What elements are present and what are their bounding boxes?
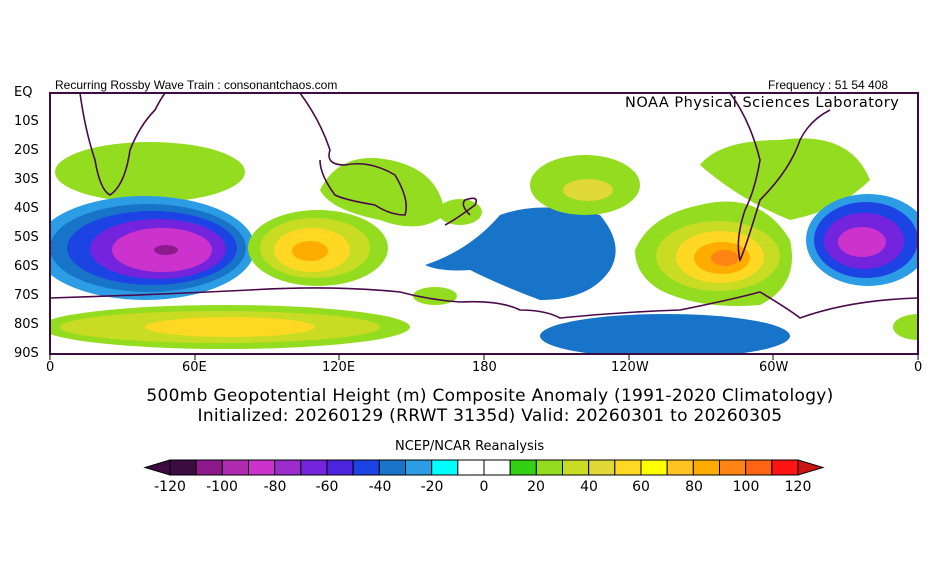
colorbar-tick-label: -80 (263, 479, 287, 495)
anomaly-region (540, 314, 790, 354)
lon-label: 0 (914, 360, 923, 375)
lat-label: 10S (14, 114, 39, 129)
lat-label: 40S (14, 201, 39, 216)
lat-label: 60S (14, 259, 39, 274)
lat-label: 90S (14, 346, 39, 361)
title-line-2: Initialized: 20260129 (RRWT 3135d) Valid… (197, 406, 783, 426)
colorbar-tick-label: 100 (732, 479, 760, 495)
colorbar-title: NCEP/NCAR Reanalysis (395, 439, 545, 454)
lat-label: 20S (14, 143, 39, 158)
colorbar-tick-label: 120 (784, 479, 812, 495)
colorbar-tick-label: -60 (315, 479, 339, 495)
lat-label: EQ (14, 85, 33, 100)
header-left: Recurring Rossby Wave Train : consonantc… (55, 78, 338, 92)
lat-label: 30S (14, 172, 39, 187)
lon-label: 120E (322, 360, 356, 375)
colorbar-tick-label: -20 (420, 479, 444, 495)
anomaly-region (425, 207, 616, 300)
org-label: NOAA Physical Sciences Laboratory (625, 95, 900, 111)
lat-label: 50S (14, 230, 39, 245)
colorbar-tick-label: 20 (527, 479, 545, 495)
lon-label: 0 (46, 360, 55, 375)
colorbar-tick-label: -100 (206, 479, 238, 495)
lon-label: 180 (472, 360, 497, 375)
anomaly-region (700, 138, 870, 220)
anomaly-region (55, 142, 245, 202)
lat-label: 80S (14, 317, 39, 332)
lon-label: 120W (611, 360, 649, 375)
colorbar-tick-label: 80 (685, 479, 703, 495)
lat-label: 70S (14, 288, 39, 303)
lon-label: 60E (182, 360, 207, 375)
header-right: Frequency : 51 54 408 (768, 78, 889, 92)
title-line-1: 500mb Geopotential Height (m) Composite … (146, 386, 834, 406)
anomaly-fill (50, 138, 918, 354)
anomaly-region (320, 158, 445, 227)
axis-ticks (49, 354, 919, 360)
colorbar-tick-label: -40 (368, 479, 392, 495)
colorbar-tick-label: 40 (580, 479, 598, 495)
colorbar-tick-label: 0 (479, 479, 489, 495)
colorbar-tick-label: -120 (154, 479, 186, 495)
coastlines (50, 93, 918, 319)
colorbar-tick-label: 60 (632, 479, 650, 495)
lon-label: 60W (759, 360, 789, 375)
